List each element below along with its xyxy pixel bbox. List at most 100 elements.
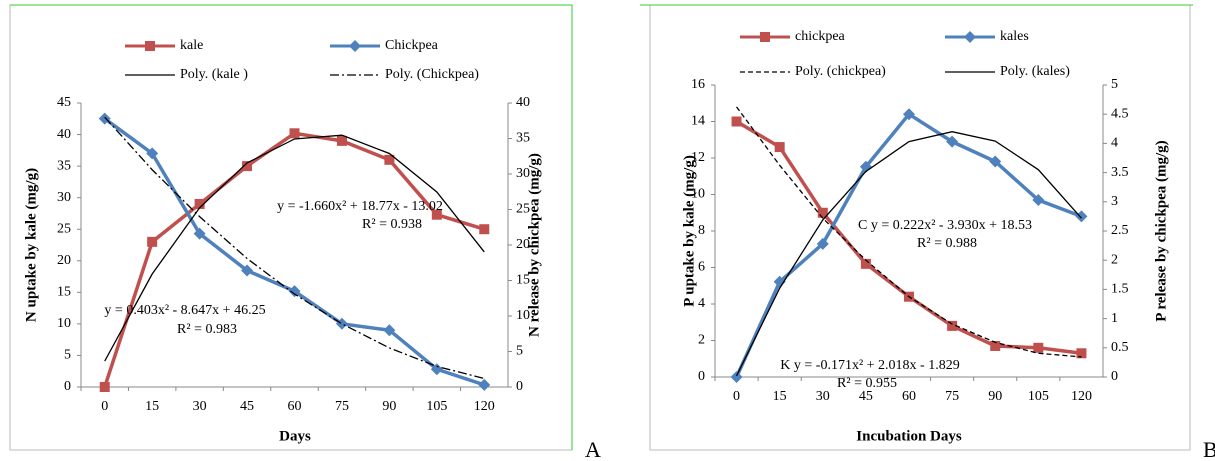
series-line: [735, 119, 1082, 356]
marker: [731, 116, 742, 127]
marker: [860, 258, 871, 269]
y-tick-label: 10: [691, 187, 705, 202]
marker: [384, 154, 395, 165]
y2-axis-title: N release by chickpea (mg/g): [526, 153, 542, 337]
marker: [1033, 342, 1044, 353]
marker: [336, 135, 347, 146]
y-tick-label: 12: [691, 150, 705, 165]
marker: [147, 236, 158, 247]
marker: [774, 142, 785, 153]
y-tick-label: 14: [691, 114, 705, 129]
marker: [99, 382, 110, 392]
annotation: C y = 0.222x² - 3.930x + 18.53: [858, 218, 1032, 233]
legend-label: Poly. (kale ): [180, 67, 248, 82]
y-tick-label: 25: [57, 221, 71, 236]
marker: [98, 112, 111, 125]
marker: [289, 128, 300, 139]
marker: [903, 108, 915, 121]
x-tick-label: 90: [382, 399, 396, 414]
x-tick-label: 120: [474, 399, 495, 414]
legend-label: Poly. (Chickpea): [385, 67, 479, 82]
marker: [1075, 210, 1088, 223]
y2-tick-label: 35: [516, 131, 530, 146]
series-line: [104, 116, 485, 380]
y2-tick-label: 5: [1111, 77, 1118, 92]
marker: [773, 275, 786, 288]
y2-tick-label: 0.5: [1111, 340, 1129, 355]
marker: [1032, 194, 1045, 207]
x-tick-label: 105: [426, 399, 447, 414]
y2-tick-label: 5: [516, 344, 523, 359]
legend-label: Chickpea: [385, 38, 439, 53]
y-tick-label: 40: [57, 127, 71, 142]
y2-axis-title: P release by chickpea (mg/g): [1153, 140, 1169, 321]
marker: [990, 340, 1001, 351]
marker: [241, 264, 254, 277]
x-tick-label: 105: [1028, 389, 1049, 404]
marker: [989, 155, 1002, 168]
x-axis-title: Incubation Days: [856, 428, 962, 444]
y-tick-label: 0: [64, 379, 71, 394]
y2-tick-label: 25: [516, 202, 530, 217]
legend-label: Poly. (chickpea): [795, 64, 886, 79]
x-tick-label: 75: [335, 399, 349, 414]
annotation: R² = 0.938: [362, 217, 422, 232]
y2-tick-label: 1: [1111, 311, 1118, 326]
y2-tick-label: 2: [1111, 252, 1118, 267]
marker: [349, 40, 361, 52]
y2-tick-label: 0: [1111, 369, 1118, 384]
marker: [242, 161, 253, 172]
y2-tick-label: 4.5: [1111, 106, 1129, 121]
y2-tick-label: 3: [1111, 194, 1118, 209]
y-axis-title: P uptake by kale (mg/g): [681, 155, 697, 307]
marker: [194, 198, 205, 209]
x-tick-label: 30: [193, 399, 207, 414]
y2-tick-label: 2.5: [1111, 223, 1129, 238]
y-tick-label: 2: [698, 333, 705, 348]
marker: [730, 371, 743, 383]
annotation: y = -1.660x² + 18.77x - 13.02: [277, 199, 443, 214]
y2-tick-label: 30: [516, 166, 530, 181]
y-tick-label: 15: [57, 285, 71, 300]
marker: [288, 285, 301, 298]
y-tick-label: 35: [57, 158, 71, 173]
y-tick-label: 6: [698, 260, 705, 275]
series-line: [736, 106, 1082, 358]
marker: [431, 209, 442, 220]
annotation: R² = 0.955: [837, 376, 897, 391]
y2-tick-label: 20: [516, 237, 530, 252]
marker: [479, 224, 490, 235]
y-tick-label: 8: [698, 223, 705, 238]
marker: [146, 147, 159, 160]
y-tick-label: 0: [698, 369, 705, 384]
x-tick-label: 45: [240, 399, 254, 414]
y-axis-title: N uptake by kale (mg/g): [23, 168, 39, 322]
annotation: R² = 0.983: [177, 322, 237, 337]
x-tick-label: 45: [859, 389, 873, 404]
y-tick-label: 5: [64, 348, 71, 363]
y-tick-label: 45: [57, 95, 71, 110]
marker: [946, 135, 959, 148]
marker: [193, 227, 206, 240]
x-tick-label: 30: [816, 389, 830, 404]
annotation: y = 0.403x² - 8.647x + 46.25: [104, 303, 265, 318]
legend-label: kale: [180, 38, 203, 53]
marker: [816, 237, 829, 250]
marker: [383, 324, 396, 337]
x-tick-label: 120: [1071, 389, 1092, 404]
x-tick-label: 60: [288, 399, 302, 414]
x-axis-title: Days: [279, 428, 311, 444]
y2-tick-label: 15: [516, 273, 530, 288]
y2-tick-label: 40: [516, 95, 530, 110]
y2-tick-label: 10: [516, 308, 530, 323]
y2-tick-label: 3.5: [1111, 165, 1129, 180]
marker: [760, 32, 770, 42]
y2-tick-label: 0: [516, 379, 523, 394]
panel-label: A: [585, 437, 601, 461]
y2-tick-label: 1.5: [1111, 282, 1129, 297]
x-tick-label: 60: [902, 389, 916, 404]
marker: [1076, 348, 1087, 359]
series-line: [734, 111, 1083, 378]
y2-tick-label: 4: [1111, 136, 1118, 151]
